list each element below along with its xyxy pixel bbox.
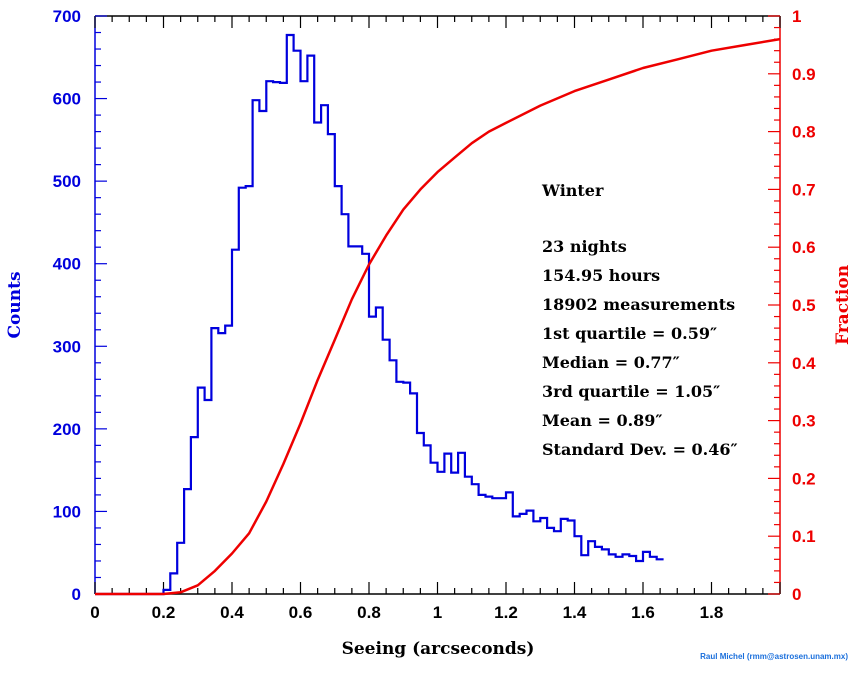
- x-tick-label: 1: [433, 603, 442, 622]
- cumulative-layer: [95, 37, 781, 596]
- annotation-mean: Mean = 0.89″: [542, 411, 663, 430]
- y-right-tick-label: 0.3: [792, 412, 816, 431]
- x-tick-label: 0.4: [220, 603, 244, 622]
- y-left-tick-label: 100: [53, 502, 81, 521]
- y-right-tick-label: 0.2: [792, 469, 816, 488]
- y-left-tick-label: 400: [53, 255, 81, 274]
- y-right-tick-label: 0.1: [792, 527, 816, 546]
- y-right-tick-label: 0.8: [792, 123, 816, 142]
- annotation-hours: 154.95 hours: [542, 266, 660, 285]
- annotation-q3: 3rd quartile = 1.05″: [542, 382, 720, 401]
- x-axis-label: Seeing (arcseconds): [342, 639, 535, 659]
- y-left-tick-label: 0: [72, 585, 81, 604]
- x-tick-label: 1.4: [563, 603, 587, 622]
- y-left-tick-label: 300: [53, 337, 81, 356]
- x-tick-label: 0.6: [289, 603, 313, 622]
- annotation-std: Standard Dev. = 0.46″: [542, 440, 738, 459]
- y-left-tick-label: 700: [53, 7, 81, 26]
- annotation-measurements: 18902 measurements: [542, 295, 735, 314]
- y-right-tick-label: 0.9: [792, 65, 816, 84]
- x-tick-label: 1.8: [700, 603, 724, 622]
- annotation-nights: 23 nights: [542, 237, 627, 256]
- y-left-axis-label: Counts: [5, 271, 25, 338]
- stats-annotation: Winter 23 nights 154.95 hours 18902 meas…: [541, 181, 738, 459]
- y-right-tick-label: 0.6: [792, 238, 816, 257]
- x-tick-label: 1.6: [631, 603, 655, 622]
- y-right-tick-label: 0.4: [792, 354, 816, 373]
- x-tick-label: 0.2: [152, 603, 176, 622]
- y-right-axis-label: Fraction: [833, 265, 850, 345]
- axes-layer: [94, 15, 781, 595]
- y-right-tick-label: 1: [792, 7, 801, 26]
- y-right-tick-label: 0.7: [792, 180, 816, 199]
- credit-text: Raul Michel (rmm@astrosen.unam.mx): [700, 652, 848, 661]
- cumulative-line: [95, 37, 781, 596]
- tick-labels-layer: 0 0.2 0.4 0.6 0.8 1 1.2 1.4 1.6 1.8 0 100 200 300 400 5…: [53, 7, 817, 622]
- annotation-median: Median = 0.77″: [542, 353, 680, 372]
- y-right-tick-label: 0.5: [792, 296, 816, 315]
- y-left-tick-label: 500: [53, 172, 81, 191]
- histogram-line: [95, 33, 664, 596]
- y-right-tick-label: 0: [792, 585, 801, 604]
- y-left-tick-label: 600: [53, 90, 81, 109]
- y-left-tick-label: 200: [53, 420, 81, 439]
- annotation-season: Winter: [541, 181, 604, 200]
- annotation-q1: 1st quartile = 0.59″: [542, 324, 717, 343]
- x-tick-label: 0: [90, 603, 99, 622]
- x-tick-label: 0.8: [357, 603, 381, 622]
- histogram-layer: [95, 33, 664, 596]
- x-tick-label: 1.2: [494, 603, 518, 622]
